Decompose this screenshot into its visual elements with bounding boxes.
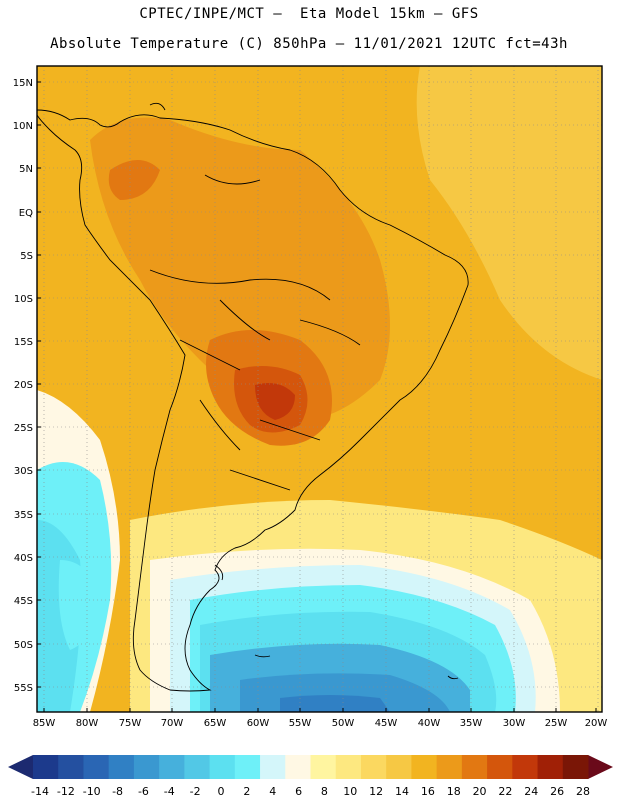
colorbar-cell	[260, 755, 286, 779]
lat-label: 35S	[14, 510, 33, 521]
colorbar-label: 22	[498, 785, 512, 798]
lat-label: 40S	[14, 553, 33, 564]
colorbar-label: 4	[269, 785, 276, 798]
lat-label: 5N	[19, 164, 33, 175]
lon-label: 20W	[585, 718, 608, 729]
colorbar-cell	[386, 755, 412, 779]
colorbar-label: -2	[190, 785, 201, 798]
colorbar-cell	[234, 755, 261, 779]
colorbar-label: -6	[138, 785, 149, 798]
colorbar-label: 6	[295, 785, 302, 798]
lat-label: 30S	[14, 466, 33, 477]
colorbar-cell	[310, 755, 337, 779]
lon-label: 35W	[460, 718, 483, 729]
latitude-labels: 15N 10N 5N EQ 5S 10S 15S 20S 25S 30S 35S 40S 45S 50S 5…	[13, 78, 41, 694]
colorbar-cell	[436, 755, 463, 779]
temperature-field	[37, 66, 602, 712]
lat-label: 10N	[13, 121, 33, 132]
colorbar-cell	[209, 755, 236, 779]
lat-label: 5S	[20, 251, 33, 262]
colorbar-cell	[537, 755, 564, 779]
map-title-line1: CPTEC/INPE/MCT – Eta Model 15km – GFS	[139, 6, 479, 22]
colorbar-label: 16	[421, 785, 435, 798]
lon-label: 80W	[76, 718, 99, 729]
colorbar-label: 20	[473, 785, 487, 798]
colorbar-label: -14	[31, 785, 49, 798]
colorbar-cell	[335, 755, 362, 779]
lat-label: 50S	[14, 640, 33, 651]
lat-label: 10S	[14, 294, 33, 305]
colorbar-label: 0	[218, 785, 225, 798]
lon-label: 40W	[418, 718, 441, 729]
lat-label: 45S	[14, 596, 33, 607]
colorbar-cell	[83, 755, 110, 779]
coastlines	[37, 102, 469, 692]
colorbar-cell	[285, 755, 311, 779]
colorbar-cell	[411, 755, 438, 779]
map-title-line2: Absolute Temperature (C) 850hPa – 11/01/…	[50, 36, 568, 52]
colorbar-left-arrow	[8, 755, 33, 779]
colorbar-label: 14	[395, 785, 409, 798]
lat-label: EQ	[19, 208, 33, 219]
colorbar-label: 26	[550, 785, 564, 798]
colorbar-label: -10	[83, 785, 101, 798]
lat-label: 15S	[14, 337, 33, 348]
lon-label: 50W	[332, 718, 355, 729]
lon-label: 85W	[33, 718, 56, 729]
colorbar-cell	[159, 755, 185, 779]
colorbar-label: -12	[57, 785, 75, 798]
colorbar-cell	[512, 755, 539, 779]
colorbar-cell	[58, 755, 84, 779]
lon-label: 45W	[375, 718, 398, 729]
lon-label: 55W	[289, 718, 312, 729]
lon-label: 65W	[204, 718, 227, 729]
colorbar-label: 8	[321, 785, 328, 798]
colorbar-cell	[33, 755, 59, 779]
colorbar: -14 -12 -10 -8 -6 -4 -2 0 2 4 6 8 10 12 14 16 18 20 22 24 26…	[8, 755, 613, 798]
colorbar-cell	[133, 755, 160, 779]
lon-label: 70W	[161, 718, 184, 729]
colorbar-label: 18	[447, 785, 461, 798]
colorbar-label: 24	[524, 785, 538, 798]
lon-label: 25W	[545, 718, 568, 729]
colorbar-cell	[184, 755, 211, 779]
colorbar-label: 10	[343, 785, 357, 798]
colorbar-cell	[487, 755, 513, 779]
lat-label: 20S	[14, 380, 33, 391]
colorbar-label: -4	[164, 785, 175, 798]
colorbar-label: -8	[112, 785, 123, 798]
lat-label: 25S	[14, 423, 33, 434]
colorbar-right-arrow	[588, 755, 613, 779]
longitude-labels: 85W 80W 75W 70W 65W 60W 55W 50W 45W 40W 35W 30W 25W 2…	[33, 708, 608, 729]
lon-label: 30W	[503, 718, 526, 729]
lon-label: 75W	[119, 718, 142, 729]
colorbar-cell	[562, 755, 589, 779]
lat-label: 15N	[13, 78, 33, 89]
colorbar-cell	[108, 755, 135, 779]
colorbar-label: 12	[369, 785, 383, 798]
colorbar-label: 28	[576, 785, 590, 798]
colorbar-label: 2	[243, 785, 250, 798]
lat-label: 55S	[14, 683, 33, 694]
colorbar-cell	[360, 755, 387, 779]
map-frame	[36, 65, 603, 713]
lon-label: 60W	[247, 718, 270, 729]
colorbar-cell	[461, 755, 488, 779]
